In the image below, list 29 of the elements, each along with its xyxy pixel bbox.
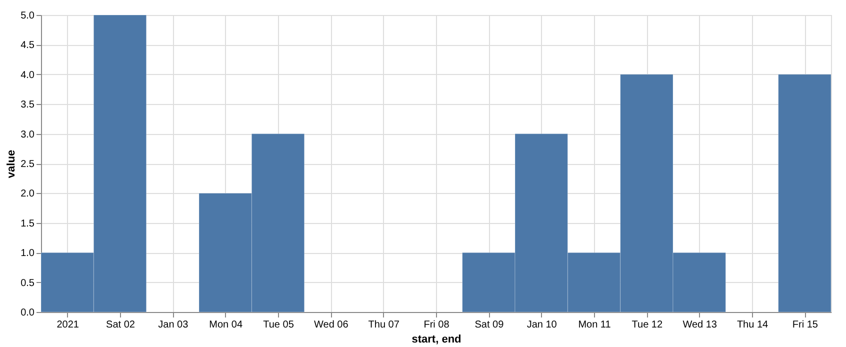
x-tick-label: Tue 12	[632, 320, 663, 330]
x-tick-label: Wed 06	[314, 320, 349, 330]
y-tick-label: 2.5	[20, 159, 35, 170]
x-tick-label: Mon 04	[209, 320, 243, 330]
y-tick-label: 1.5	[20, 218, 35, 230]
y-tick-label: 4.0	[20, 70, 35, 81]
x-tick-label: Jan 03	[158, 320, 189, 330]
y-tick-label: 0.0	[20, 308, 35, 318]
y-tick-label: 3.5	[20, 100, 35, 111]
y-tick-label: 2.0	[20, 188, 35, 200]
x-tick-label: Mon 11	[578, 320, 612, 330]
x-tick-label: Wed 13	[682, 320, 718, 330]
y-tick-label: 4.5	[20, 40, 35, 52]
y-tick-label: 3.0	[20, 129, 35, 140]
x-tick-label: Sat 09	[474, 320, 504, 330]
x-tick-label: 2021	[56, 320, 80, 330]
x-tick-label: Thu 07	[368, 320, 400, 330]
y-axis-title: value	[6, 150, 18, 178]
x-tick-label: Sat 02	[106, 320, 136, 330]
y-tick-label: 5.0	[20, 10, 35, 22]
y-tick-label: 0.5	[20, 278, 35, 289]
y-tick-label: 1.0	[20, 248, 35, 260]
bar	[778, 74, 832, 312]
x-tick-label: Thu 14	[736, 320, 768, 330]
x-tick-label: Tue 05	[263, 320, 294, 330]
x-tick-label: Jan 10	[526, 320, 558, 330]
x-axis-title: start, end	[412, 334, 462, 346]
x-tick-label: Fri 08	[424, 320, 450, 330]
x-tick-label: Fri 15	[792, 320, 818, 330]
